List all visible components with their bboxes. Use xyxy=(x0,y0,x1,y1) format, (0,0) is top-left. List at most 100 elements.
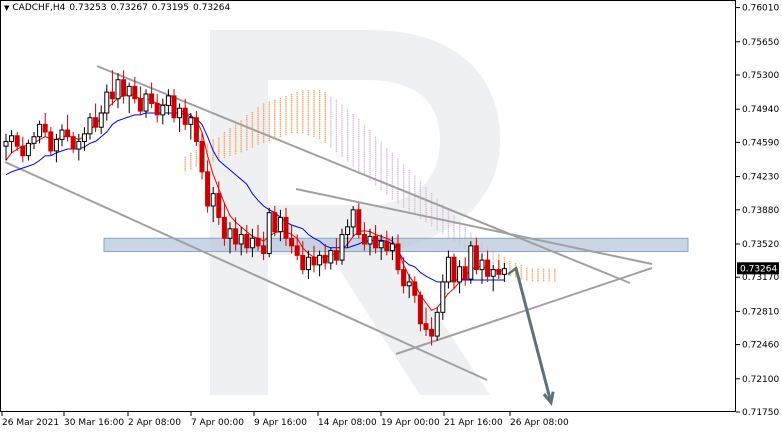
x-tick-label: 30 Mar 16:00 xyxy=(64,418,124,428)
candle-body xyxy=(277,216,283,233)
candle xyxy=(143,89,149,118)
candle-body xyxy=(121,79,127,97)
candle xyxy=(9,130,15,153)
candle-body xyxy=(272,212,278,233)
candle-body xyxy=(149,93,155,104)
candle-body xyxy=(65,129,71,138)
candle-body xyxy=(356,209,362,235)
candle-body xyxy=(238,233,244,245)
candle xyxy=(384,230,390,256)
candle xyxy=(429,317,435,346)
y-tick-label: 0.73170 xyxy=(742,273,779,283)
candle-body xyxy=(457,266,463,283)
candle xyxy=(48,127,54,156)
candle xyxy=(98,105,104,134)
y-tick-label: 0.72100 xyxy=(742,375,779,385)
candle xyxy=(451,253,457,289)
candle xyxy=(182,98,188,131)
candle xyxy=(165,89,171,115)
candle xyxy=(356,203,362,239)
candle-body xyxy=(154,102,160,116)
candle xyxy=(468,241,474,284)
candle xyxy=(317,250,323,277)
candle xyxy=(440,274,446,320)
candle xyxy=(389,236,395,261)
candle xyxy=(255,224,261,251)
close-value: 0.73264 xyxy=(193,3,231,13)
x-tick-label: 7 Apr 00:00 xyxy=(191,418,244,428)
candle-body xyxy=(451,256,457,283)
candle-body xyxy=(384,240,390,252)
candle-body xyxy=(76,140,82,150)
candle-body xyxy=(333,250,339,261)
candle xyxy=(210,187,216,223)
x-tick-label: 14 Apr 08:00 xyxy=(318,418,377,428)
candle-body xyxy=(429,328,435,337)
candle xyxy=(401,257,407,294)
candle-body xyxy=(188,117,194,125)
candle-body xyxy=(25,142,31,157)
forecast-pivot-icon xyxy=(507,266,520,277)
y-tick-label: 0.71750 xyxy=(742,408,779,418)
candle-body xyxy=(244,233,250,249)
y-tick-label: 0.75650 xyxy=(742,38,779,48)
candle xyxy=(154,93,160,123)
candle xyxy=(59,124,65,147)
candle xyxy=(277,209,283,242)
candle xyxy=(149,82,155,109)
candle xyxy=(205,160,211,213)
candle xyxy=(20,136,26,163)
candle-body xyxy=(490,269,496,277)
candle-body xyxy=(423,323,429,330)
candle-body xyxy=(227,228,233,239)
candle-body xyxy=(361,233,367,245)
candle xyxy=(479,253,485,284)
candle xyxy=(177,103,183,132)
candle xyxy=(37,120,43,144)
candle xyxy=(417,291,423,332)
candle-body xyxy=(389,243,395,252)
candle xyxy=(171,89,177,123)
candle xyxy=(339,228,345,265)
candle-body xyxy=(485,259,491,277)
candle-body xyxy=(193,117,199,142)
candle-body xyxy=(182,107,188,125)
candle-body xyxy=(412,281,418,296)
candle xyxy=(345,219,351,248)
candle xyxy=(272,206,278,237)
candle-body xyxy=(132,85,138,100)
candle-body xyxy=(109,91,115,100)
low-value: 0.73195 xyxy=(151,3,190,13)
plot-frame xyxy=(0,0,736,412)
open-value: 0.73253 xyxy=(69,3,107,13)
y-tick-label: 0.73520 xyxy=(742,240,779,250)
candle xyxy=(361,222,367,251)
x-tick-label: 21 Apr 16:00 xyxy=(444,418,503,428)
candle-body xyxy=(401,269,407,287)
candle xyxy=(283,207,289,246)
candle-body xyxy=(311,256,317,266)
candle-body xyxy=(378,240,384,249)
x-tick-label: 19 Apr 00:00 xyxy=(381,418,440,428)
candle xyxy=(322,243,328,270)
symbol-label: CADCHF,H4 xyxy=(12,3,66,13)
candle-body xyxy=(210,193,216,207)
candle-body xyxy=(143,93,149,112)
collapse-triangle-icon[interactable]: ▼ xyxy=(4,4,10,12)
candle xyxy=(496,260,502,280)
candle xyxy=(378,234,384,261)
candle xyxy=(289,224,295,254)
current-price-label: 0.73264 xyxy=(740,264,777,274)
candle-body xyxy=(445,256,451,283)
channel-upper-line xyxy=(96,65,631,284)
candlesticks xyxy=(3,70,507,346)
candle-body xyxy=(501,268,507,275)
candle xyxy=(261,231,267,261)
candle-body xyxy=(205,171,211,207)
candle-body xyxy=(37,123,43,138)
candle-body xyxy=(468,245,474,280)
forecast-arrow-line xyxy=(514,267,553,403)
candle-body xyxy=(289,237,295,247)
candle-body xyxy=(345,226,351,235)
